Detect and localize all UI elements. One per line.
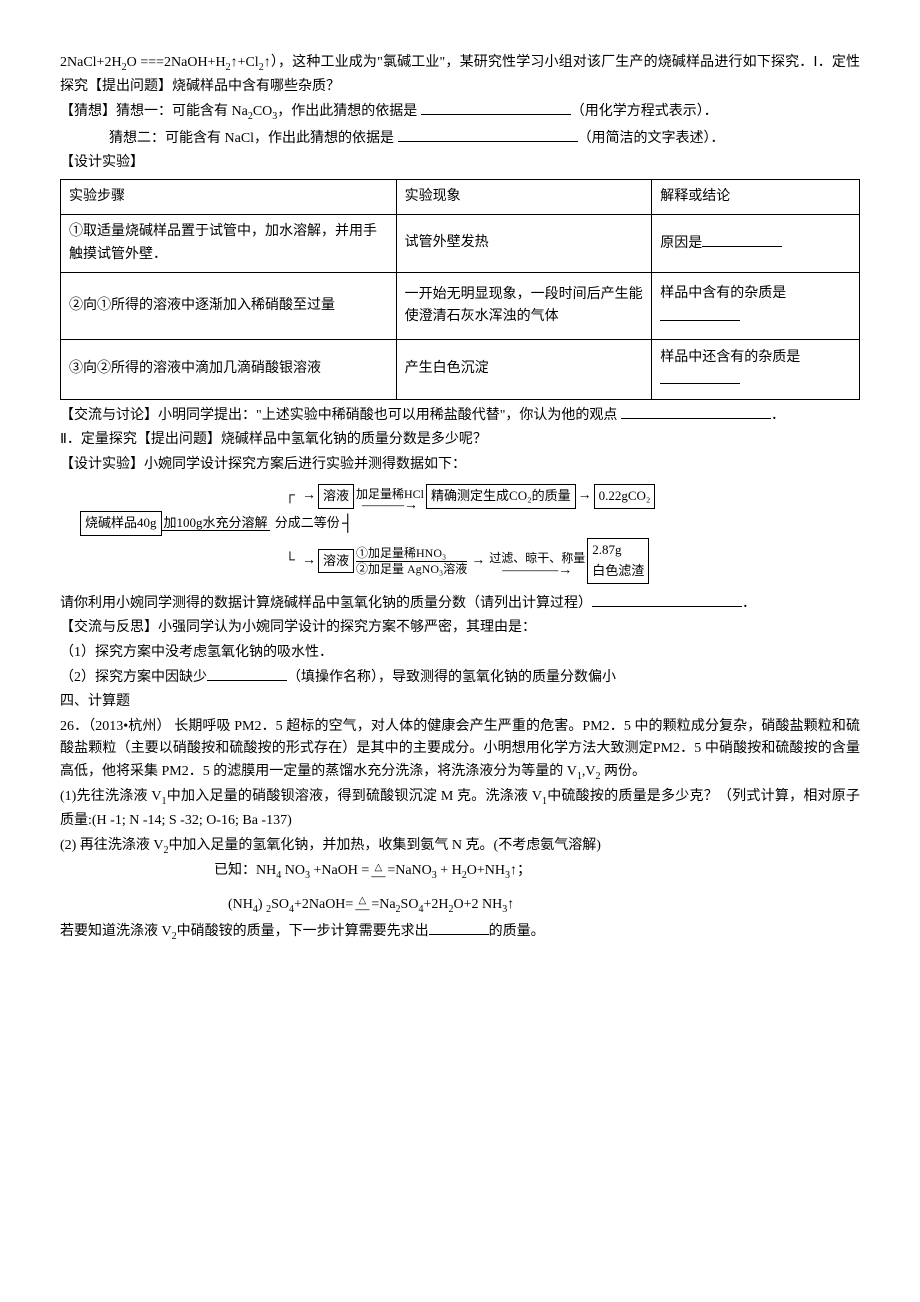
reflect-2: （2）探究方案中因缺少（填操作名称），导致测得的氢氧化钠的质量分数偏小 <box>60 666 860 689</box>
th-phenomenon: 实验现象 <box>396 179 652 214</box>
box-filter-result: 2.87g 白色滤渣 <box>587 538 649 584</box>
calc-request: 请你利用小婉同学测得的数据计算烧碱样品中氢氧化钠的质量分数（请列出计算过程）． <box>60 592 860 615</box>
r1c3: 原因是 <box>652 215 860 273</box>
r3c3: 样品中还含有的杂质是 <box>652 340 860 399</box>
dissolve-step: 加100g水充分溶解 分成二等份 <box>162 516 342 530</box>
equation-1: 已知：NH4 NO3 +NaOH =△—=NaNO3 + H2O+NH3↑； <box>60 860 860 884</box>
intro-line1: 2NaCl+2H2O ===2NaOH+H2↑+Cl2↑），这种工业成为"氯碱工… <box>60 52 860 98</box>
q26-final: 若要知道洗涤液 V2中硝酸铵的质量，下一步计算需要先求出的质量。 <box>60 920 860 945</box>
r2c3: 样品中含有的杂质是 <box>652 272 860 339</box>
r1c2: 试管外壁发热 <box>396 215 652 273</box>
guess-1: 【猜想】猜想一：可能含有 Na2CO3，作出此猜想的依据是 （用化学方程式表示）… <box>60 100 860 125</box>
box-co2-result: 0.22gCO₂ <box>594 484 656 509</box>
blank-r2[interactable] <box>660 306 740 321</box>
heat-condition-icon: △— <box>371 863 385 880</box>
discuss-3: 【设计实验】小婉同学设计探究方案后进行实验并测得数据如下： <box>60 454 860 476</box>
section-4-title: 四、计算题 <box>60 691 860 713</box>
discuss-2: Ⅱ．定量探究【提出问题】烧碱样品中氢氧化钠的质量分数是多少呢？ <box>60 429 860 451</box>
table-row: ③向②所得的溶液中滴加几滴硝酸银溶液 产生白色沉淀 样品中还含有的杂质是 <box>61 340 860 399</box>
table-header-row: 实验步骤 实验现象 解释或结论 <box>61 179 860 214</box>
blank-guess1[interactable] <box>421 100 571 115</box>
path2-steps: ①加足量稀HNO₃ ②加足量 AgNO₃溶液 <box>356 546 467 576</box>
flow-diagram: ┌ → 溶液 加足量稀HCl ———→ 精确测定生成CO₂的质量 → 0.22g… <box>80 484 860 584</box>
table-row: ①取适量烧碱样品置于试管中，加水溶解，并用手触摸试管外壁． 试管外壁发热 原因是 <box>61 215 860 273</box>
r3c2: 产生白色沉淀 <box>396 340 652 399</box>
box-sample: 烧碱样品40g <box>80 511 162 536</box>
blank-r1[interactable] <box>702 232 782 247</box>
discuss-1: 【交流与讨论】小明同学提出："上述实验中稀硝酸也可以用稀盐酸代替"，你认为他的观… <box>60 404 860 427</box>
box-solution-2: 溶液 <box>318 549 354 574</box>
r2c2: 一开始无明显现象，一段时间后产生能使澄清石灰水浑浊的气体 <box>396 272 652 339</box>
blank-final[interactable] <box>429 920 489 935</box>
blank-guess2[interactable] <box>398 127 578 142</box>
blank-calc[interactable] <box>592 592 742 607</box>
heat-condition-icon: △— <box>355 896 369 913</box>
q26-part2: (2) 再往洗涤液 V2中加入足量的氢氧化钠，并加热，收集到氨气 N 克。(不考… <box>60 835 860 859</box>
box-co2-measure: 精确测定生成CO₂的质量 <box>426 484 576 509</box>
th-conclusion: 解释或结论 <box>652 179 860 214</box>
blank-operation[interactable] <box>207 666 287 681</box>
blank-opinion[interactable] <box>621 404 771 419</box>
r3c1: ③向②所得的溶液中滴加几滴硝酸银溶液 <box>61 340 397 399</box>
reflect-intro: 【交流与反思】小强同学认为小婉同学设计的探究方案不够严密，其理由是： <box>60 617 860 639</box>
r2c1: ②向①所得的溶液中逐渐加入稀硝酸至过量 <box>61 272 397 339</box>
reflect-1: （1）探究方案中没考虑氢氧化钠的吸水性． <box>60 642 860 664</box>
guess-2: 猜想二：可能含有 NaCl，作出此猜想的依据是 （用简洁的文字表述）． <box>60 127 860 150</box>
blank-r3[interactable] <box>660 369 740 384</box>
experiment-table: 实验步骤 实验现象 解释或结论 ①取适量烧碱样品置于试管中，加水溶解，并用手触摸… <box>60 179 860 400</box>
table-row: ②向①所得的溶液中逐渐加入稀硝酸至过量 一开始无明显现象，一段时间后产生能使澄清… <box>61 272 860 339</box>
equation-2: (NH4) 2SO4+2NaOH=△—=Na2SO4+2H2O+2 NH3↑ <box>60 894 860 918</box>
box-solution-1: 溶液 <box>318 484 354 509</box>
q26-part1: (1)先往洗涤液 V1中加入足量的硝酸钡溶液，得到硫酸钡沉淀 M 克。洗涤液 V… <box>60 786 860 832</box>
design-label: 【设计实验】 <box>60 152 860 174</box>
r1c1: ①取适量烧碱样品置于试管中，加水溶解，并用手触摸试管外壁． <box>61 215 397 273</box>
q26-body: 26．（2013•杭州） 长期呼吸 PM2．5 超标的空气，对人体的健康会产生严… <box>60 716 860 785</box>
th-step: 实验步骤 <box>61 179 397 214</box>
